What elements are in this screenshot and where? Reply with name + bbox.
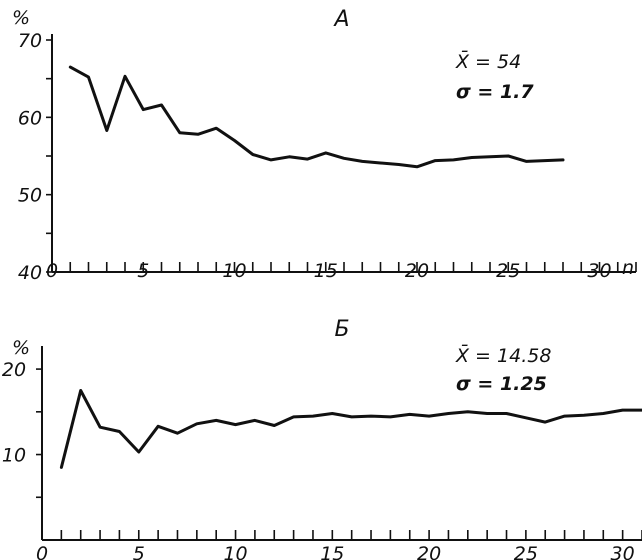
panel-a-x-tick-label: 0 [46,260,58,282]
panel-a-ylabel: % [12,7,30,29]
panel-b-y-tick-label: 20 [2,359,26,381]
panel-a-x-tick-label: 5 [137,260,149,282]
panel-b-mean: X̄ = 14.58 [455,343,551,367]
panel-a-series-line [68,65,565,169]
panel-b-x-tick-label: 15 [320,543,344,560]
panel-a-y-tick-label: 70 [18,30,42,52]
panel-b-x-tick-label: 5 [133,543,145,560]
panel-a-x-tick-label: 20 [405,260,429,282]
panel-b-x-tick-label: 25 [514,543,538,560]
panel-b-y-tick-label: 10 [2,445,26,467]
panel-b: Б % X̄ = 14.58 σ = 1.25 0 5 10 15 20 25 30 10 20 [2,317,642,560]
panel-a-x-tick-label: 30 [587,260,611,282]
panel-a-x-tick-label: 25 [496,260,520,282]
panel-a-xlabel: n [622,257,634,279]
panel-a-y-tick-label: 50 [18,185,42,207]
panel-b-x-tick-label: 30 [611,543,635,560]
panel-b-ylabel: % [12,337,30,359]
panel-b-x-tick-label: 10 [223,543,247,560]
panel-a-sigma: σ = 1.7 [456,81,534,103]
panel-a-x-tick-label: 10 [222,260,246,282]
panel-b-x-tick-label: 0 [36,543,48,560]
panel-a-x-tick-label: 15 [314,260,338,282]
panel-b-sigma: σ = 1.25 [456,373,547,395]
panel-a-mean: X̄ = 54 [455,49,521,73]
panel-b-x-tick-label: 20 [417,543,441,560]
panel-b-title: Б [334,317,349,342]
panel-a-y-tick-label: 40 [18,262,42,284]
panel-a: А % n X̄ = 54 σ = 1.7 0 5 10 15 20 25 30 40 50 60… [12,7,637,284]
panel-a-title: А [332,7,349,32]
panel-a-y-tick-label: 60 [18,107,42,129]
panel-b-series-line [59,389,642,469]
